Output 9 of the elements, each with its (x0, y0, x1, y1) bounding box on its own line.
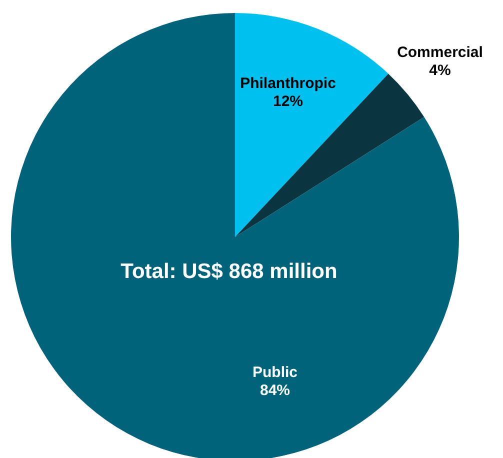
slice-label: Commercial (397, 44, 483, 61)
slice-label: Public (252, 364, 298, 381)
data-label: 84% (260, 382, 290, 399)
pie-slice (235, 13, 388, 237)
text: Total: US$ 868 million (120, 260, 338, 283)
slice-label: Philanthropic (240, 75, 336, 92)
data-label: 12% (272, 93, 304, 110)
pie-slice (235, 74, 424, 237)
data-label: 4% (429, 62, 451, 79)
